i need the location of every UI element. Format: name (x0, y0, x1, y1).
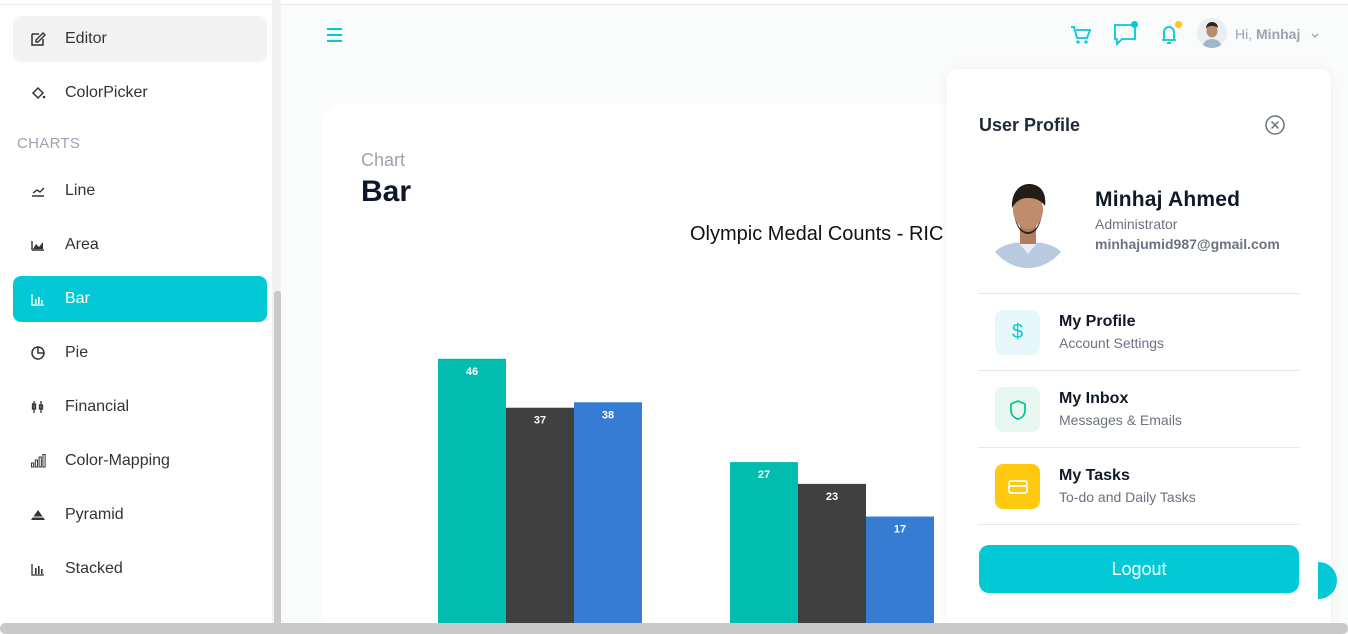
profile-menu-my-inbox[interactable]: My Inbox Messages & Emails (978, 370, 1299, 447)
sidebar-item-colorpicker[interactable]: ColorPicker (13, 70, 267, 116)
user-profile-panel: User Profile Minhaj Ahmed Administrator … (947, 69, 1331, 634)
profile-menu-my-profile[interactable]: $ My Profile Account Settings (978, 293, 1299, 370)
sidebar-section-charts: CHARTS (17, 135, 81, 152)
card-icon (1007, 479, 1028, 494)
user-avatar-icon (1197, 18, 1227, 48)
menu-toggle-button[interactable] (325, 26, 345, 44)
profile-row-subtitle: To-do and Daily Tasks (1059, 489, 1196, 505)
signal-bars-icon (30, 453, 46, 469)
user-photo-icon (984, 172, 1072, 268)
candlestick-icon (30, 399, 46, 415)
sidebar-item-label: Financial (65, 398, 130, 415)
chevron-down-icon (1311, 33, 1319, 38)
sidebar-item-label: Bar (65, 290, 90, 307)
logout-button[interactable]: Logout (979, 545, 1299, 593)
paint-bucket-icon (30, 85, 46, 101)
bar-series-1-cat-0[interactable] (506, 407, 574, 623)
profile-menu-my-tasks[interactable]: My Tasks To-do and Daily Tasks (978, 447, 1299, 524)
chat-notification-dot (1131, 21, 1138, 28)
bar-data-label: 27 (758, 469, 770, 481)
sidebar-item-financial[interactable]: Financial (13, 384, 267, 430)
shield-icon (1009, 399, 1026, 420)
profile-row-icon-box (995, 387, 1040, 432)
profile-name: Minhaj Ahmed (1095, 188, 1241, 211)
settings-fab-button[interactable] (1318, 562, 1337, 599)
sidebar-top-border (0, 0, 281, 5)
sidebar-item-label: Stacked (65, 560, 123, 577)
sidebar-item-label: ColorPicker (65, 84, 148, 101)
bar-series-2-cat-1[interactable] (866, 516, 934, 623)
username-text: Minhaj (1256, 26, 1301, 42)
profile-role: Administrator (1095, 216, 1178, 232)
stacked-bar-icon (30, 561, 46, 577)
user-greeting[interactable]: Hi, Minhaj (1235, 26, 1300, 42)
bar-series-0-cat-0[interactable] (438, 358, 506, 623)
sidebar: Editor ColorPicker CHARTS Line Area Bar … (0, 0, 281, 634)
greeting-text: Hi, (1235, 26, 1253, 42)
profile-row-subtitle: Account Settings (1059, 335, 1165, 351)
sidebar-item-label: Line (65, 182, 96, 199)
profile-row-subtitle: Messages & Emails (1059, 412, 1182, 428)
bar-series-1-cat-1[interactable] (798, 483, 866, 623)
close-profile-button[interactable] (1264, 114, 1286, 136)
chat-button[interactable] (1113, 20, 1141, 48)
bar-data-label: 17 (894, 524, 906, 536)
sidebar-item-color-mapping[interactable]: Color-Mapping (13, 438, 267, 484)
profile-row-title: My Profile (1059, 313, 1136, 330)
profile-row-icon-box (995, 464, 1040, 509)
bar-data-label: 46 (466, 366, 478, 378)
page-title: Bar (361, 175, 412, 208)
sidebar-item-line[interactable]: Line (13, 168, 267, 214)
bar-data-label: 23 (826, 491, 838, 503)
area-chart-icon (30, 237, 46, 253)
bar-chart-icon (30, 291, 46, 307)
profile-row-title: My Tasks (1059, 467, 1130, 484)
bar-data-label: 37 (534, 415, 546, 427)
sidebar-item-area[interactable]: Area (13, 222, 267, 268)
bell-notification-dot (1175, 21, 1182, 28)
profile-email: minhajumid987@gmail.com (1095, 236, 1280, 252)
bar-series-2-cat-0[interactable] (574, 402, 642, 623)
close-circle-icon (1265, 115, 1285, 135)
line-chart-icon (30, 183, 46, 199)
profile-avatar (984, 172, 1072, 268)
profile-row-icon-box: $ (995, 310, 1040, 355)
profile-divider (978, 524, 1299, 525)
horizontal-scrollbar[interactable] (0, 623, 1348, 634)
bell-icon (1162, 26, 1176, 44)
sidebar-item-label: Editor (65, 30, 107, 47)
cart-icon (1071, 26, 1092, 44)
bar-chart: 46 27 37 23 38 17 (438, 358, 934, 623)
notification-button[interactable] (1157, 20, 1185, 48)
user-menu-toggle[interactable] (1310, 28, 1320, 38)
sidebar-item-pie[interactable]: Pie (13, 330, 267, 376)
cart-button[interactable] (1069, 22, 1093, 48)
sidebar-item-bar[interactable]: Bar (13, 276, 267, 322)
sidebar-scrollbar[interactable] (274, 291, 281, 634)
edit-icon (30, 31, 46, 47)
page-breadcrumb: Chart (361, 150, 406, 170)
sidebar-item-editor[interactable]: Editor (13, 16, 267, 62)
sidebar-item-label: Pyramid (65, 506, 124, 523)
topbar-border (281, 0, 1348, 5)
profile-row-title: My Inbox (1059, 390, 1129, 407)
profile-title: User Profile (979, 115, 1081, 135)
dollar-icon: $ (1011, 321, 1024, 343)
sidebar-item-pyramid[interactable]: Pyramid (13, 492, 267, 538)
avatar[interactable] (1197, 18, 1227, 48)
pie-chart-icon (30, 345, 46, 361)
bar-series-0-cat-1[interactable] (730, 462, 798, 623)
sidebar-item-label: Pie (65, 344, 89, 361)
sidebar-item-stacked[interactable]: Stacked (13, 546, 267, 592)
bar-data-label: 38 (602, 409, 614, 421)
sidebar-item-label: Area (65, 236, 99, 253)
pyramid-icon (30, 507, 46, 523)
sidebar-item-label: Color-Mapping (65, 452, 170, 469)
menu-icon (327, 28, 342, 42)
chart-title: Olympic Medal Counts - RIC (690, 223, 944, 245)
